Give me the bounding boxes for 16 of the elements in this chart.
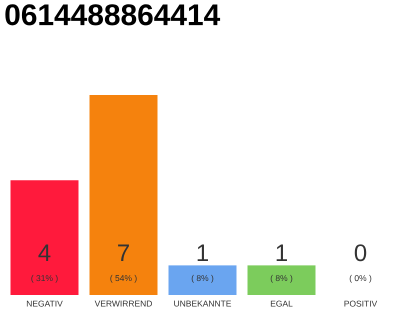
x-tick-label: POSITIV (344, 300, 378, 307)
annotation: 4 (38, 244, 50, 261)
annotation: 7 (118, 244, 129, 261)
x-tick-label: NEGATIV (26, 300, 63, 307)
x-tick-label: VERWIRREND (94, 300, 152, 306)
annotation: 0 (354, 244, 366, 262)
data-label: ( 8% ) (192, 274, 214, 283)
data-label: ( 31% ) (31, 274, 58, 283)
x-tick-label: EGAL (270, 300, 293, 307)
data-label: ( 54% ) (110, 274, 137, 283)
data-label: ( 0% ) (350, 274, 372, 283)
data-label: ( 8% ) (270, 274, 292, 283)
annotation: 1 (198, 244, 208, 261)
chart-title: 0614488864414 (5, 4, 220, 26)
x-tick-label: UNBEKANNTE (174, 300, 232, 307)
annotation: 1 (276, 244, 287, 261)
